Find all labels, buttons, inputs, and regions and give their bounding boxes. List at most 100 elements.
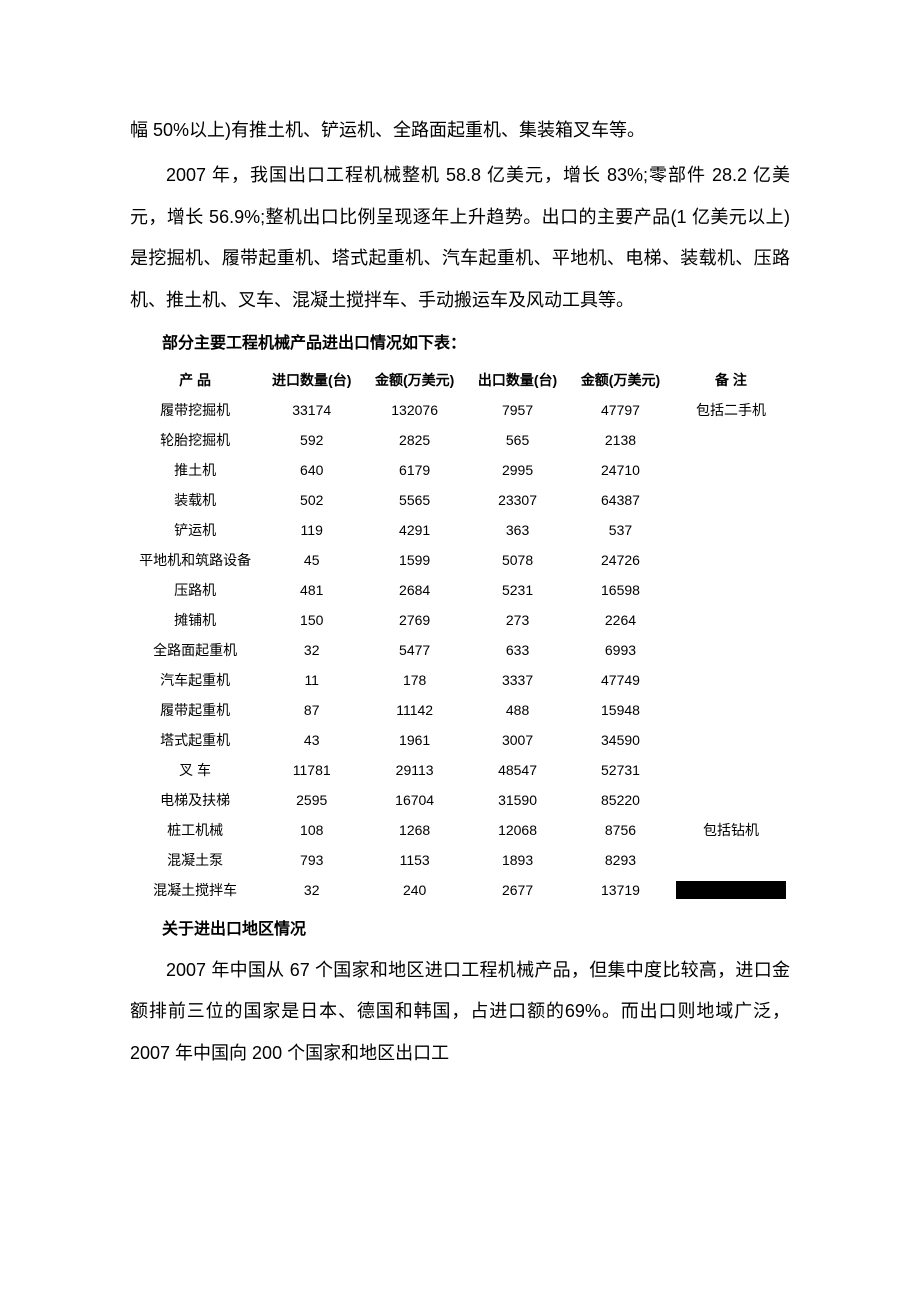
table-cell: 11 — [260, 665, 363, 695]
table-cell — [672, 665, 790, 695]
table-cell: 24710 — [569, 455, 672, 485]
table-cell: 5477 — [363, 635, 466, 665]
table-row: 装载机50255652330764387 — [130, 485, 790, 515]
table-cell: 8756 — [569, 815, 672, 845]
table-cell: 2264 — [569, 605, 672, 635]
table-cell: 履带挖掘机 — [130, 395, 260, 425]
table-row: 推土机6406179299524710 — [130, 455, 790, 485]
table-cell: 488 — [466, 695, 569, 725]
table-row: 塔式起重机431961300734590 — [130, 725, 790, 755]
table-cell: 793 — [260, 845, 363, 875]
table-title: 部分主要工程机械产品进出口情况如下表： — [130, 325, 790, 363]
table-cell: 推土机 — [130, 455, 260, 485]
table-cell: 3007 — [466, 725, 569, 755]
table-cell: 5078 — [466, 545, 569, 575]
table-cell: 87 — [260, 695, 363, 725]
table-cell — [672, 455, 790, 485]
table-cell: 6993 — [569, 635, 672, 665]
table-cell: 电梯及扶梯 — [130, 785, 260, 815]
paragraph-2: 2007 年，我国出口工程机械整机 58.8 亿美元，增长 83%;零部件 28… — [130, 155, 790, 321]
table-cell: 2138 — [569, 425, 672, 455]
table-row: 压路机4812684523116598 — [130, 575, 790, 605]
table-row: 混凝土搅拌车32240267713719 — [130, 875, 790, 905]
table-cell — [672, 545, 790, 575]
table-cell: 23307 — [466, 485, 569, 515]
table-cell: 8293 — [569, 845, 672, 875]
table-cell: 363 — [466, 515, 569, 545]
table-cell: 108 — [260, 815, 363, 845]
table-cell: 5565 — [363, 485, 466, 515]
table-cell: 240 — [363, 875, 466, 905]
table-row: 汽车起重机11178333747749 — [130, 665, 790, 695]
table-cell: 132076 — [363, 395, 466, 425]
table-cell: 32 — [260, 875, 363, 905]
table-cell — [672, 875, 790, 905]
table-cell: 565 — [466, 425, 569, 455]
paragraph-1: 幅 50%以上)有推土机、铲运机、全路面起重机、集装箱叉车等。 — [130, 110, 790, 151]
table-cell: 6179 — [363, 455, 466, 485]
sub-title: 关于进出口地区情况 — [130, 911, 790, 949]
table-cell: 16704 — [363, 785, 466, 815]
table-cell: 481 — [260, 575, 363, 605]
table-cell — [672, 605, 790, 635]
table-cell: 摊铺机 — [130, 605, 260, 635]
table-row: 履带挖掘机33174132076795747797包括二手机 — [130, 395, 790, 425]
table-cell: 592 — [260, 425, 363, 455]
table-cell — [672, 485, 790, 515]
table-cell: 273 — [466, 605, 569, 635]
table-cell: 4291 — [363, 515, 466, 545]
table-cell: 43 — [260, 725, 363, 755]
table-cell — [672, 845, 790, 875]
table-row: 平地机和筑路设备451599507824726 — [130, 545, 790, 575]
redacted-block — [676, 881, 786, 899]
col-header-product: 产 品 — [130, 365, 260, 395]
table-cell: 铲运机 — [130, 515, 260, 545]
table-cell — [672, 755, 790, 785]
table-cell: 1153 — [363, 845, 466, 875]
table-cell: 47797 — [569, 395, 672, 425]
col-header-import-amount: 金额(万美元) — [363, 365, 466, 395]
table-cell: 3337 — [466, 665, 569, 695]
table-cell: 52731 — [569, 755, 672, 785]
table-cell: 2677 — [466, 875, 569, 905]
table-cell: 29113 — [363, 755, 466, 785]
table-row: 叉 车11781291134854752731 — [130, 755, 790, 785]
table-cell: 2995 — [466, 455, 569, 485]
table-cell: 装载机 — [130, 485, 260, 515]
table-cell — [672, 635, 790, 665]
import-export-table: 产 品 进口数量(台) 金额(万美元) 出口数量(台) 金额(万美元) 备 注 … — [130, 365, 790, 905]
table-cell: 包括二手机 — [672, 395, 790, 425]
table-cell — [672, 425, 790, 455]
table-cell — [672, 575, 790, 605]
table-cell: 85220 — [569, 785, 672, 815]
table-cell: 1893 — [466, 845, 569, 875]
table-cell: 混凝土泵 — [130, 845, 260, 875]
table-cell — [672, 725, 790, 755]
table-cell: 2825 — [363, 425, 466, 455]
table-cell: 31590 — [466, 785, 569, 815]
table-cell: 5231 — [466, 575, 569, 605]
table-cell — [672, 785, 790, 815]
table-row: 铲运机1194291363537 — [130, 515, 790, 545]
table-cell: 537 — [569, 515, 672, 545]
table-cell: 1268 — [363, 815, 466, 845]
table-cell: 178 — [363, 665, 466, 695]
table-cell: 48547 — [466, 755, 569, 785]
table-cell: 11781 — [260, 755, 363, 785]
table-cell: 混凝土搅拌车 — [130, 875, 260, 905]
table-row: 轮胎挖掘机59228255652138 — [130, 425, 790, 455]
table-cell: 汽车起重机 — [130, 665, 260, 695]
table-cell: 34590 — [569, 725, 672, 755]
col-header-export-qty: 出口数量(台) — [466, 365, 569, 395]
col-header-note: 备 注 — [672, 365, 790, 395]
table-row: 桩工机械1081268120688756包括钻机 — [130, 815, 790, 845]
table-cell: 履带起重机 — [130, 695, 260, 725]
table-cell: 包括钻机 — [672, 815, 790, 845]
table-cell: 叉 车 — [130, 755, 260, 785]
table-row: 履带起重机871114248815948 — [130, 695, 790, 725]
table-cell: 15948 — [569, 695, 672, 725]
table-cell: 633 — [466, 635, 569, 665]
table-cell: 47749 — [569, 665, 672, 695]
table-cell: 150 — [260, 605, 363, 635]
table-cell: 7957 — [466, 395, 569, 425]
